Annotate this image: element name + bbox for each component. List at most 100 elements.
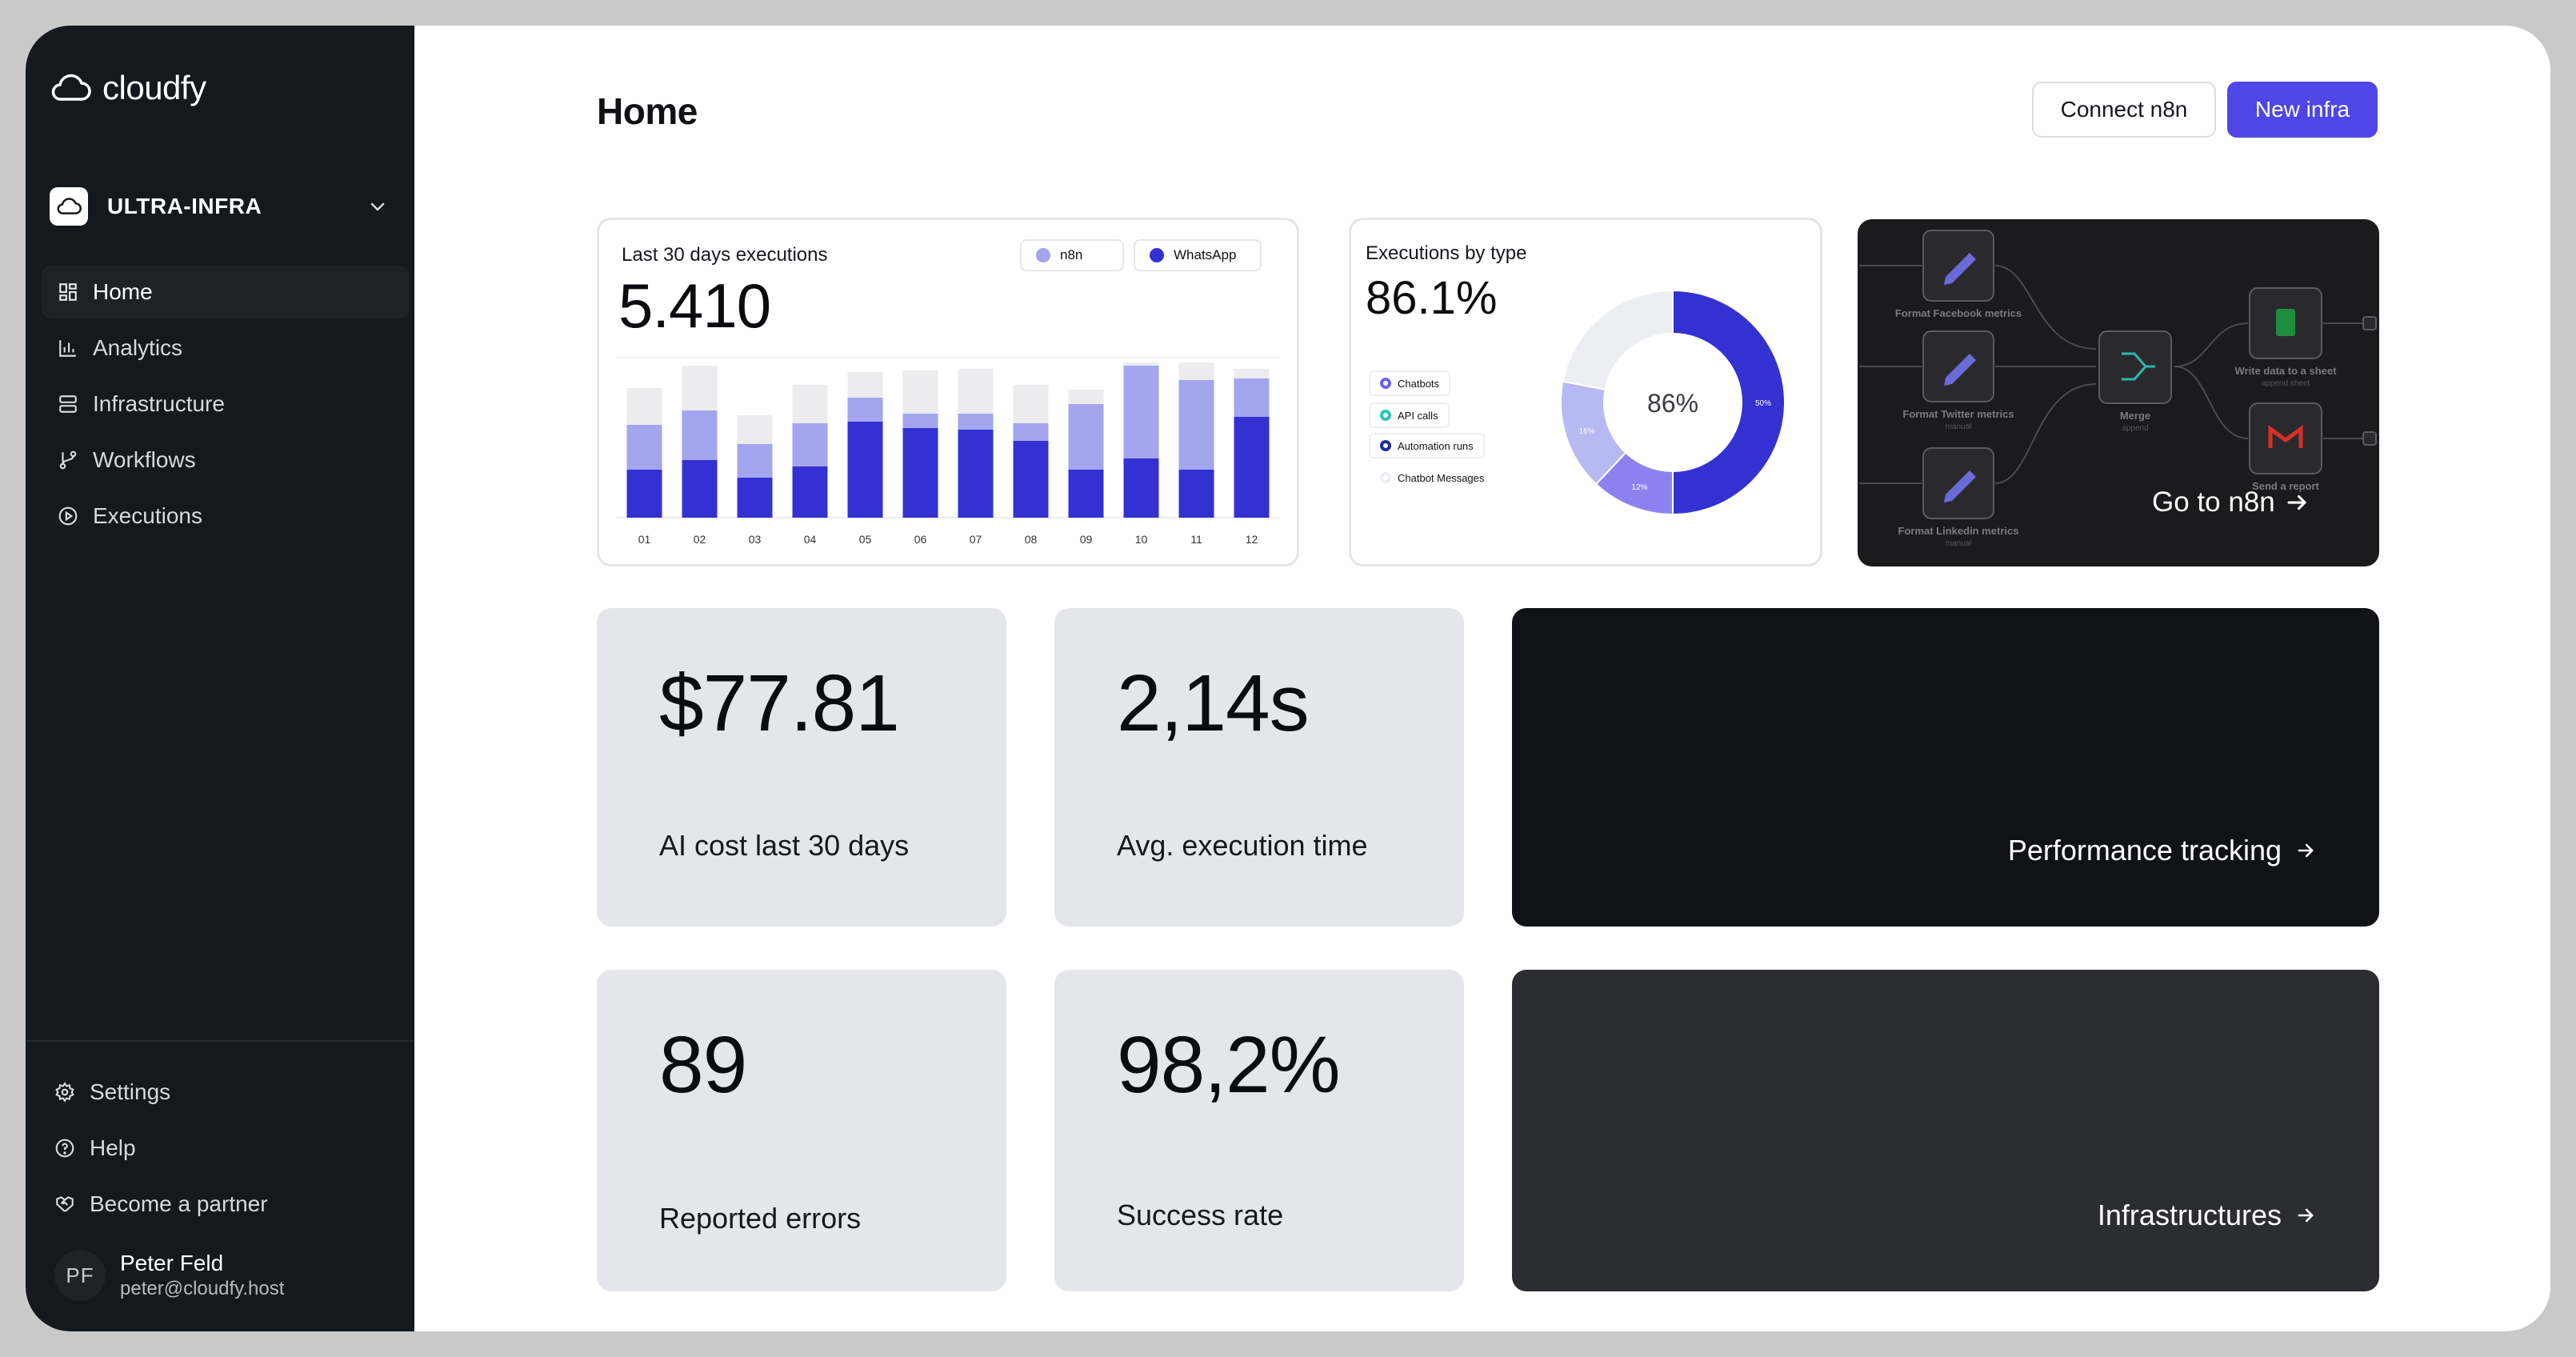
reported-errors-card: 89 Reported errors — [597, 970, 1006, 1291]
bar-whatsapp — [1013, 441, 1049, 518]
nav-item-executions[interactable]: Executions — [42, 490, 410, 542]
legend-api-calls[interactable]: API calls — [1369, 402, 1450, 428]
bar-n8n — [958, 414, 994, 430]
nav-label: Infrastructure — [93, 391, 225, 416]
infrastructures-link[interactable]: Infrastructures — [2098, 1199, 2317, 1232]
node-label: Format Linkedin metrics — [1898, 525, 2019, 537]
nav-item-home[interactable]: Home — [42, 266, 410, 318]
stat-label: Success rate — [1117, 1199, 1284, 1231]
bar-chart: 01 02 03 04 05 06 07 08 09 10 11 12 — [617, 357, 1279, 546]
slice-label: 12% — [1631, 483, 1647, 492]
bar-whatsapp — [1234, 417, 1270, 518]
donut-center-label: 86% — [1647, 389, 1698, 418]
donut-title: Executions by type — [1366, 242, 1527, 264]
arrow-right-icon — [2287, 494, 2306, 510]
node-label: Write data to a sheet — [2235, 365, 2338, 377]
workspace-name: ULTRA-INFRA — [107, 194, 262, 218]
legend-swatch — [1380, 440, 1391, 451]
app-window: cloudfy ULTRA-INFRA Home Analytics Infra — [26, 26, 2550, 1331]
legend-n8n[interactable]: n8n — [1020, 239, 1124, 271]
workspace-logo-icon — [50, 187, 88, 226]
x-tick-label: 06 — [914, 533, 927, 546]
brand[interactable]: cloudfy — [50, 64, 206, 112]
legend-swatch — [1380, 472, 1391, 483]
git-branch-icon — [59, 450, 77, 470]
node-label: Format Twitter metrics — [1902, 408, 2014, 420]
performance-tracking-card[interactable]: Performance tracking — [1512, 608, 2379, 927]
node-label: Send a report — [2252, 480, 2319, 492]
success-rate-card: 98,2% Success rate — [1054, 970, 1464, 1291]
handshake-icon — [56, 1196, 74, 1212]
connect-n8n-button[interactable]: Connect n8n — [2032, 82, 2216, 138]
node-sublabel: manual — [1946, 539, 1972, 548]
avg-execution-card: 2,14s Avg. execution time — [1054, 608, 1464, 927]
stat-value: 98,2% — [1117, 1020, 1341, 1110]
nav-item-settings[interactable]: Settings — [54, 1066, 398, 1119]
go-to-n8n-card[interactable]: Format Facebook metrics Format Twitter m… — [1858, 219, 2379, 566]
new-infra-button[interactable]: New infra — [2227, 82, 2378, 138]
bar-n8n — [626, 425, 662, 470]
workflow-add-bottom — [2362, 431, 2377, 446]
legend-chatbots[interactable]: Chatbots — [1369, 370, 1451, 396]
nav-item-infrastructure[interactable]: Infrastructure — [42, 378, 410, 430]
node-label: Merge — [2120, 410, 2150, 422]
legend-chatbot-messages[interactable]: Chatbot Messages — [1369, 465, 1496, 490]
bar-n8n — [792, 423, 828, 466]
bar-n8n — [1013, 423, 1049, 441]
gmail-icon — [2268, 425, 2303, 448]
node-sublabel: append — [2122, 424, 2148, 433]
legend-label: n8n — [1060, 247, 1083, 262]
arrow-right-icon — [2298, 1208, 2314, 1223]
x-tick-label: 11 — [1190, 533, 1202, 546]
infrastructures-label: Infrastructures — [2097, 1199, 2282, 1231]
bar-n8n — [902, 414, 938, 428]
nav-item-partner[interactable]: Become a partner — [54, 1178, 398, 1231]
avatar: PF — [54, 1250, 106, 1301]
nav-item-help[interactable]: Help — [54, 1122, 398, 1175]
pencil-icon — [1944, 253, 1976, 502]
donut-total: 86.1% — [1366, 272, 1498, 324]
nav-item-analytics[interactable]: Analytics — [42, 322, 410, 374]
legend-whatsapp[interactable]: WhatsApp — [1134, 239, 1262, 271]
x-tick-label: 12 — [1246, 533, 1258, 546]
legend-swatch — [1036, 248, 1050, 262]
user-profile[interactable]: PF Peter Feld peter@cloudfy.host — [54, 1250, 284, 1301]
x-tick-label: 09 — [1080, 533, 1093, 546]
x-tick-label: 03 — [749, 533, 762, 546]
x-tick-label: 04 — [804, 533, 817, 546]
performance-tracking-label: Performance tracking — [2007, 834, 2282, 867]
x-tick-label: 08 — [1025, 533, 1038, 546]
node-label: Format Facebook metrics — [1895, 307, 2022, 319]
slice-label: 16% — [1579, 427, 1595, 436]
sidebar: cloudfy ULTRA-INFRA Home Analytics Infra — [26, 26, 414, 1331]
stat-value: 2,14s — [1117, 658, 1310, 748]
main-nav: Home Analytics Infrastructure Workflows … — [42, 266, 410, 546]
stat-label: AI cost last 30 days — [659, 829, 910, 862]
workflow-add-top — [2362, 316, 2377, 330]
arrow-right-icon — [2298, 843, 2314, 858]
legend-label: Chatbot Messages — [1398, 471, 1485, 484]
go-to-n8n-link[interactable]: Go to n8n — [2152, 486, 2309, 518]
chevron-down-icon — [362, 190, 394, 222]
bar-n8n — [682, 410, 718, 460]
legend-swatch — [1150, 248, 1164, 262]
legend-automation-runs[interactable]: Automation runs — [1369, 433, 1485, 458]
performance-tracking-link[interactable]: Performance tracking — [2008, 834, 2317, 867]
nav-item-workflows[interactable]: Workflows — [42, 434, 410, 486]
x-tick-label: 05 — [859, 533, 872, 546]
bar-n8n — [737, 444, 773, 478]
nav-label: Help — [90, 1135, 136, 1160]
stat-value: $77.81 — [659, 658, 900, 748]
ai-cost-card: $77.81 AI cost last 30 days — [597, 608, 1006, 927]
secondary-nav: Settings Help Become a partner — [54, 1066, 398, 1234]
legend-label: WhatsApp — [1174, 247, 1237, 262]
workspace-switcher[interactable]: ULTRA-INFRA — [50, 160, 403, 253]
donut-slice — [1672, 289, 1786, 516]
node-sublabel: append sheet — [2262, 379, 2310, 388]
infrastructures-card[interactable]: Infrastructures — [1512, 970, 2379, 1291]
bar-chart-icon — [59, 340, 76, 357]
bar-whatsapp — [1068, 470, 1104, 518]
stat-label: Avg. execution time — [1117, 829, 1368, 862]
user-email: peter@cloudfy.host — [120, 1278, 285, 1299]
legend-swatch — [1380, 410, 1391, 421]
